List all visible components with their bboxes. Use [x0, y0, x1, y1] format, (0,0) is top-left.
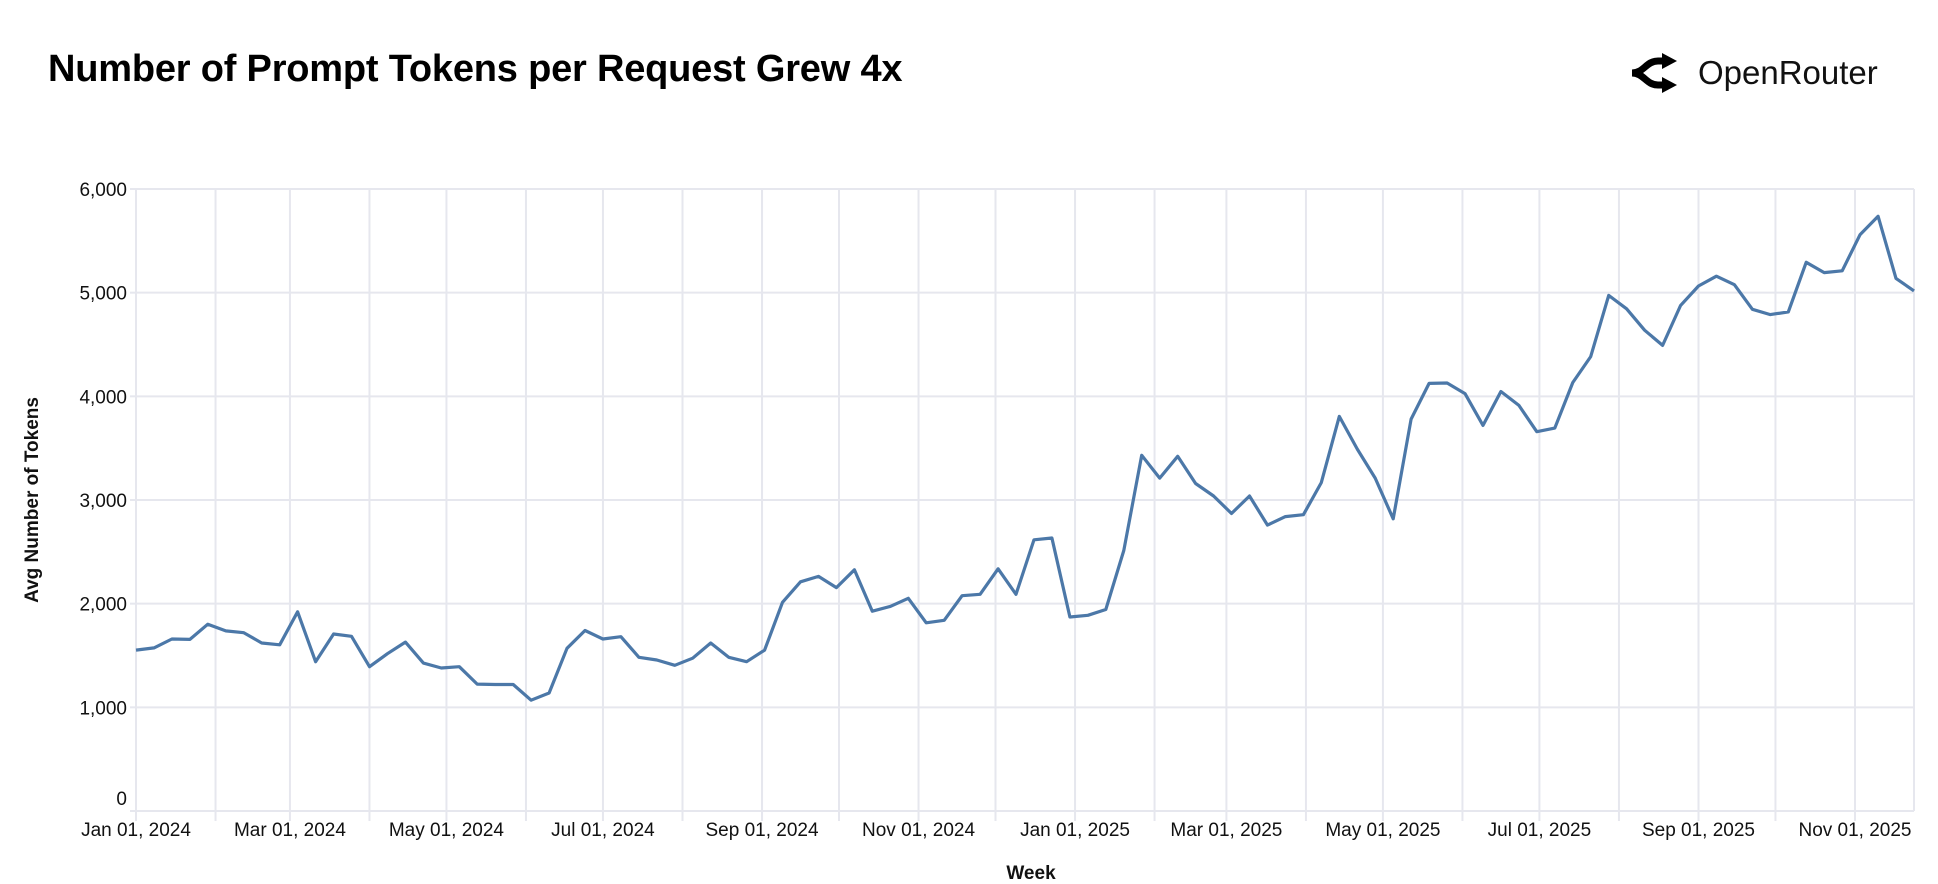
y-tick-label: 6,000 — [79, 180, 127, 201]
x-tick-label: Nov 01, 2024 — [862, 820, 975, 841]
x-axis-title: Week — [1006, 863, 1056, 884]
y-tick-label: 1,000 — [79, 698, 127, 719]
x-tick-label: Jan 01, 2024 — [81, 820, 191, 841]
x-tick-label: Nov 01, 2025 — [1798, 820, 1911, 841]
openrouter-arrows-icon — [1631, 53, 1677, 93]
x-tick-label: Jul 01, 2024 — [551, 820, 655, 841]
x-tick-label: Sep 01, 2024 — [705, 820, 818, 841]
y-tick-label: 2,000 — [79, 595, 127, 616]
x-tick-label: Mar 01, 2025 — [1170, 820, 1282, 841]
x-tick-label: May 01, 2024 — [389, 820, 505, 841]
y-axis-title: Avg Number of Tokens — [22, 397, 43, 603]
x-tick-label: Mar 01, 2024 — [234, 820, 346, 841]
openrouter-logo: OpenRouter — [1630, 50, 1878, 96]
logo-text: OpenRouter — [1698, 54, 1878, 91]
x-tick-label: Jul 01, 2025 — [1488, 820, 1592, 841]
x-tick-label: Jan 01, 2025 — [1020, 820, 1130, 841]
x-axis: Jan 01, 2024 Mar 01, 2024 May 01, 2024 Jul … — [81, 820, 1911, 841]
chart-title: Number of Prompt Tokens per Request Grew… — [48, 48, 903, 90]
y-tick-label: 0 — [116, 789, 127, 810]
y-tick-label: 3,000 — [79, 491, 127, 512]
series-line — [135, 214, 1915, 702]
y-axis: 0 1,000 2,000 3,000 4,000 5,000 6,000 — [79, 180, 136, 812]
y-tick-label: 4,000 — [79, 387, 127, 408]
x-tick-label: May 01, 2025 — [1325, 820, 1440, 841]
y-tick-label: 5,000 — [79, 284, 127, 305]
gridlines — [135, 188, 1915, 821]
x-tick-label: Sep 01, 2025 — [1642, 820, 1755, 841]
